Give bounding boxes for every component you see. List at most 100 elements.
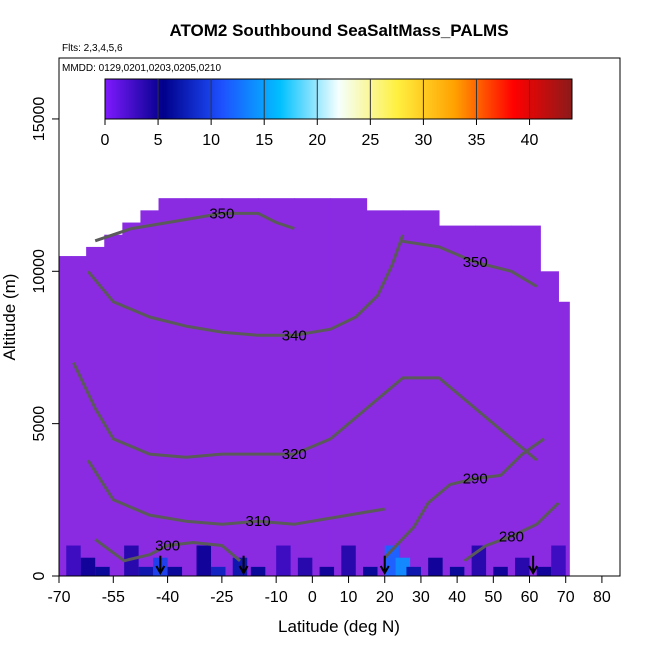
x-tick-label: 40 <box>448 589 466 606</box>
contour-line <box>383 437 545 559</box>
data-cell <box>95 566 110 576</box>
contour-line <box>94 211 295 243</box>
flight-marker-head <box>238 565 249 576</box>
coverage-column <box>158 198 187 576</box>
data-cell <box>124 545 139 576</box>
dates-info: MMDD: 0129,0201,0203,0205,0210 <box>62 63 221 74</box>
data-cell <box>250 566 266 576</box>
coverage-column <box>558 301 570 576</box>
x-tick-label: 80 <box>593 589 611 606</box>
colorbar-tick-label: 30 <box>415 132 433 149</box>
coverage-column <box>258 198 295 576</box>
colorbar-tick-label: 0 <box>101 132 110 149</box>
coverage-column <box>185 198 223 576</box>
y-tick-label: 10000 <box>31 249 48 294</box>
data-cell <box>341 545 356 576</box>
contour-label: 320 <box>282 446 307 463</box>
x-tick-label: 20 <box>376 589 394 606</box>
y-tick-label: 0 <box>31 571 48 580</box>
coverage-column <box>140 210 160 576</box>
contour-line <box>86 234 405 337</box>
contour-label: 280 <box>499 528 524 545</box>
x-tick-label: 60 <box>521 589 539 606</box>
data-cell <box>406 566 421 576</box>
colorbar-tick-label: 10 <box>202 132 220 149</box>
flight-marker-head <box>155 565 166 576</box>
y-tick-label: 15000 <box>31 97 48 142</box>
x-tick-label: -10 <box>265 589 288 606</box>
coverage-column <box>511 225 541 576</box>
coverage-column <box>104 234 123 576</box>
x-tick-label: 70 <box>557 589 575 606</box>
x-tick-label: -70 <box>47 589 70 606</box>
colorbar: 0 5 10 15 20 25 30 35 40 <box>101 78 573 149</box>
data-cell <box>138 566 154 576</box>
colorbar-ticks: 0 5 10 15 20 25 30 35 40 <box>101 79 539 149</box>
data-cell <box>297 557 313 576</box>
coverage-column <box>540 271 559 576</box>
contour-label: 350 <box>209 205 234 222</box>
chart-title: ATOM2 Southbound SeaSaltMass_PALMS <box>169 21 508 40</box>
colorbar-tick-label: 25 <box>361 132 379 149</box>
coverage-column <box>294 198 331 576</box>
data-cell <box>515 557 530 576</box>
colorbar-tick-label: 35 <box>468 132 486 149</box>
flight-marker-head <box>379 565 390 576</box>
contour-label: 310 <box>246 513 271 530</box>
data-cell <box>80 557 96 576</box>
data-cell <box>211 566 226 576</box>
coverage-column <box>330 198 368 576</box>
coverage-layer <box>59 198 570 576</box>
x-tick-label: 0 <box>308 589 317 606</box>
x-tick-label: 10 <box>340 589 358 606</box>
data-cell <box>536 566 552 576</box>
contour-label: 290 <box>463 470 488 487</box>
flight-marker-layer <box>155 555 539 576</box>
colorbar-tick-label: 15 <box>255 132 273 149</box>
contour-line <box>86 459 385 526</box>
data-cell <box>449 566 465 576</box>
contour-line <box>398 239 538 288</box>
data-cell <box>167 566 183 576</box>
contour-line <box>72 362 538 462</box>
colorbar-tick-label: 20 <box>308 132 326 149</box>
surface-cells-layer <box>66 545 566 576</box>
contour-label: 350 <box>463 254 488 271</box>
data-cell <box>196 545 212 576</box>
data-cell <box>276 545 291 576</box>
x-tick-label: -40 <box>156 589 179 606</box>
coverage-column <box>59 256 73 576</box>
coverage-column <box>221 198 259 576</box>
y-axis-label: Altitude (m) <box>0 274 19 361</box>
coverage-column <box>71 256 87 576</box>
flight-marker-head <box>528 565 539 576</box>
contour-label: 340 <box>282 327 307 344</box>
coverage-column <box>439 225 476 576</box>
x-tick-label: -25 <box>210 589 233 606</box>
x-tick-label: -55 <box>102 589 125 606</box>
y-tick-label: 5000 <box>31 406 48 442</box>
data-cell <box>319 566 335 576</box>
contour-layer: 300 310 320 340 350 350 290 280 <box>72 205 560 563</box>
data-cell <box>363 566 378 576</box>
coverage-column <box>402 210 440 576</box>
coverage-column <box>475 225 512 576</box>
contour-line <box>463 501 560 563</box>
colorbar-tick-label: 5 <box>154 132 163 149</box>
data-cell <box>493 566 508 576</box>
colorbar-gradient <box>104 78 573 120</box>
x-axis: -70 -55 -40 -25 -10 0 10 20 30 40 50 60 70 80 <box>47 575 611 606</box>
y-axis: 0 5000 10000 15000 <box>31 97 60 580</box>
contour-label: 300 <box>155 538 180 555</box>
data-cell <box>428 557 443 576</box>
data-cell <box>551 545 566 576</box>
x-tick-label: 50 <box>484 589 502 606</box>
x-axis-label: Latitude (deg N) <box>278 617 400 636</box>
colorbar-tick-label: 40 <box>521 132 539 149</box>
x-tick-label: 30 <box>412 589 430 606</box>
coverage-column <box>122 222 141 576</box>
contour-line <box>94 538 241 563</box>
data-cell <box>66 545 81 576</box>
